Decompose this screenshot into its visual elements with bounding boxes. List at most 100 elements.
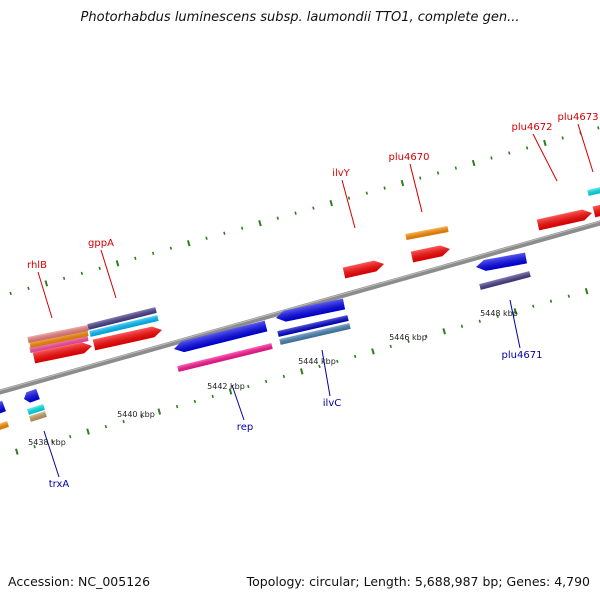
leader-ilvY [341, 179, 356, 229]
feature-shading [587, 186, 600, 196]
major-tick [442, 328, 446, 335]
minor-tick [264, 379, 268, 384]
minor-tick [140, 414, 143, 419]
minor-tick [532, 304, 535, 308]
minor-tick [336, 359, 339, 364]
f-gppA [92, 326, 163, 351]
feature-shading [0, 421, 9, 431]
feature-tracks [0, 186, 600, 431]
major-tick [15, 448, 19, 455]
feature-shading [277, 315, 349, 337]
minor-tick [240, 226, 244, 230]
minor-tick [33, 445, 36, 449]
major-tick [584, 288, 589, 295]
minor-tick [282, 374, 286, 379]
feature-shading [87, 307, 157, 330]
feature-shading [27, 325, 89, 343]
f-rhlB-b [27, 325, 89, 343]
major-tick [44, 280, 49, 287]
gene-label-gppA: gppA [88, 238, 114, 249]
feature-shading [410, 245, 451, 263]
f-plu4673b [587, 186, 600, 196]
scale-label-5438: 5438 kbp [28, 438, 66, 447]
minor-tick [436, 171, 440, 175]
feature-shading [536, 209, 593, 231]
f-ilvC-c [279, 323, 351, 345]
scale-label-5440: 5440 kbp [117, 410, 155, 419]
f-plu4671b [479, 271, 531, 290]
minor-tick [294, 211, 297, 215]
scale-label-5444: 5444 kbp [298, 357, 336, 366]
backbone-highlight [0, 220, 600, 392]
topology-text: Topology: circular; Length: 5,688,987 bp… [246, 574, 590, 589]
minor-tick [460, 324, 464, 328]
minor-tick [365, 191, 368, 195]
minor-tick [419, 176, 422, 180]
minor-tick [383, 186, 386, 190]
leader-rhlB [37, 271, 53, 319]
tick-ring-bottom [0, 288, 589, 458]
f-gppA-d [87, 307, 157, 330]
tick-ring-top [9, 126, 600, 296]
minor-tick [389, 344, 392, 349]
f-rep-b [177, 343, 273, 372]
feature-shading [279, 323, 351, 345]
minor-tick [193, 399, 197, 404]
major-tick [258, 220, 262, 227]
feature-shading [174, 320, 268, 353]
feature-shading [177, 343, 273, 372]
f-rep [174, 320, 268, 353]
feature-shading [342, 260, 384, 279]
f-rhlB-a [29, 330, 89, 348]
gene-label-plu4673: plu4673 [558, 112, 599, 123]
gene-label-plu4672: plu4672 [512, 122, 553, 133]
feature-shading [29, 411, 47, 422]
minor-tick [525, 146, 529, 150]
feature-shading [92, 326, 163, 351]
scale-label-5446: 5446 kbp [389, 333, 427, 342]
major-tick [299, 368, 304, 375]
feature-shading [29, 335, 89, 353]
minor-tick [353, 354, 357, 359]
minor-tick [561, 136, 564, 140]
minor-tick [104, 424, 108, 429]
gene-labels: rhlB gppA ilvY plu4670 plu4672 plu4673 trxA rep… [27, 112, 598, 490]
leader-gppA [100, 249, 117, 299]
minor-tick [425, 334, 428, 338]
minor-tick [80, 271, 84, 276]
minor-tick [98, 266, 101, 270]
minor-tick [169, 246, 173, 250]
f-rhlB [32, 342, 93, 364]
minor-tick [134, 256, 137, 260]
minor-tick [211, 394, 214, 399]
f-ilvY [342, 260, 384, 279]
scale-label-5442: 5442 kbp [207, 382, 245, 391]
minor-tick [151, 251, 155, 255]
major-tick [543, 139, 547, 147]
gene-label-plu4670: plu4670 [389, 152, 430, 163]
leader-trxA [43, 430, 60, 478]
minor-tick [318, 364, 321, 369]
major-tick [400, 179, 405, 187]
minor-tick [454, 166, 458, 170]
minor-tick [312, 206, 315, 210]
feature-shading [27, 404, 45, 415]
gene-label-trxA: trxA [49, 479, 70, 490]
major-tick [115, 260, 120, 267]
f-trxA [24, 388, 40, 403]
f-plu4671 [476, 252, 527, 271]
minor-tick [9, 291, 12, 296]
major-tick [228, 388, 233, 395]
leader-plu4673 [577, 123, 594, 173]
gene-label-ilvC: ilvC [323, 398, 341, 409]
leader-ilvC [321, 349, 331, 397]
leader-plu4672 [532, 133, 558, 182]
major-tick [471, 159, 476, 167]
minor-tick [496, 314, 499, 318]
minor-tick [347, 196, 351, 200]
major-tick [371, 348, 375, 355]
gene-label-plu4671: plu4671 [502, 350, 543, 361]
minor-tick [597, 126, 600, 130]
major-tick [513, 308, 518, 315]
